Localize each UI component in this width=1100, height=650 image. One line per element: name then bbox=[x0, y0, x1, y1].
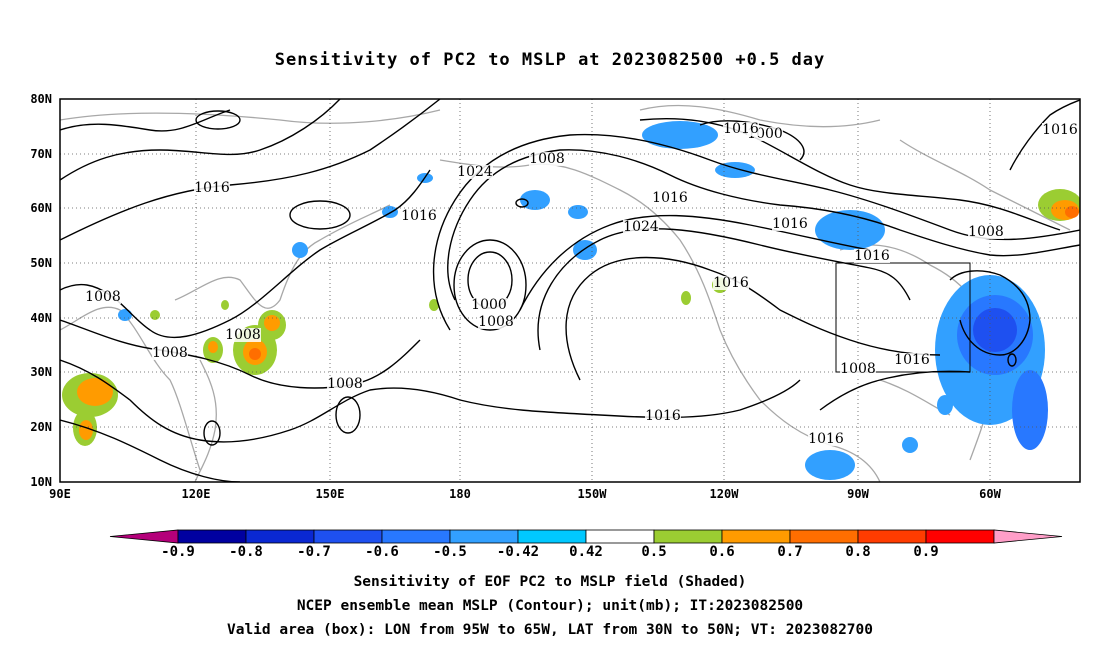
contour-label: 1008 bbox=[152, 345, 188, 361]
contour-label: 1008 bbox=[529, 151, 565, 167]
colorbar-swatch bbox=[177, 529, 247, 544]
contour-label: 1016 bbox=[652, 190, 688, 206]
colorbar-label: -0.42 bbox=[496, 544, 540, 560]
colorbar-label: -0.8 bbox=[229, 544, 263, 560]
lat-label-40n: 40N bbox=[30, 311, 52, 325]
lon-label-180: 180 bbox=[449, 487, 471, 501]
colorbar-label: -0.5 bbox=[433, 544, 467, 560]
colorbar-label: 0.7 bbox=[777, 544, 803, 560]
contour-label: 1016 bbox=[401, 208, 437, 224]
lat-label-30n: 30N bbox=[30, 365, 52, 379]
sensitivity-shading bbox=[62, 121, 1080, 480]
lon-label-90e: 90E bbox=[49, 487, 71, 501]
colorbar-swatch bbox=[313, 529, 383, 544]
contour-label: 1016 bbox=[772, 216, 808, 232]
lat-label-70n: 70N bbox=[30, 147, 52, 161]
lon-label-120w: 120W bbox=[709, 487, 739, 501]
lat-label-60n: 60N bbox=[30, 201, 52, 215]
colorbar-label: 0.5 bbox=[641, 544, 667, 560]
contour-label: 1016 bbox=[723, 121, 759, 137]
colorbar-swatch bbox=[857, 529, 927, 544]
lat-label-10n: 10N bbox=[30, 475, 52, 489]
lat-label-20n: 20N bbox=[30, 420, 52, 434]
colorbar-right-arrow bbox=[993, 529, 1063, 544]
colorbar-swatch bbox=[245, 529, 315, 544]
caption-line-1: Sensitivity of EOF PC2 to MSLP field (Sh… bbox=[353, 574, 747, 590]
contour-label: 1024 bbox=[457, 164, 493, 180]
colorbar bbox=[109, 529, 1063, 544]
lon-label-90w: 90W bbox=[847, 487, 869, 501]
colorbar-label: 0.9 bbox=[913, 544, 939, 560]
colorbar-label: -0.9 bbox=[161, 544, 195, 560]
colorbar-swatch bbox=[517, 529, 587, 544]
contour-label: 1016 bbox=[194, 180, 230, 196]
contour-label: 1008 bbox=[968, 224, 1004, 240]
contour-label: 1016 bbox=[713, 275, 749, 291]
valid-area-box bbox=[835, 262, 971, 373]
contour-label: 1008 bbox=[225, 327, 261, 343]
contour-label: 1016 bbox=[894, 352, 930, 368]
contour-label: 1008 bbox=[327, 376, 363, 392]
caption-line-2: NCEP ensemble mean MSLP (Contour); unit(… bbox=[296, 598, 804, 614]
colorbar-swatch bbox=[789, 529, 859, 544]
colorbar-swatch bbox=[721, 529, 791, 544]
contour-label: 1016 bbox=[1042, 122, 1078, 138]
contour-label: 1016 bbox=[808, 431, 844, 447]
colorbar-label: -0.7 bbox=[297, 544, 331, 560]
lon-label-150w: 150W bbox=[577, 487, 607, 501]
contour-label: 1008 bbox=[478, 314, 514, 330]
colorbar-left-arrow bbox=[109, 529, 179, 544]
colorbar-label: 0.6 bbox=[709, 544, 735, 560]
colorbar-label: -0.6 bbox=[365, 544, 399, 560]
colorbar-swatch bbox=[381, 529, 451, 544]
lat-label-50n: 50N bbox=[30, 256, 52, 270]
colorbar-label: 0.8 bbox=[845, 544, 871, 560]
map-title: Sensitivity of PC2 to MSLP at 2023082500… bbox=[274, 50, 826, 70]
colorbar-swatch bbox=[653, 529, 723, 544]
contour-label: 1000 bbox=[471, 297, 507, 313]
map-frame bbox=[59, 98, 1081, 483]
colorbar-label: 0.42 bbox=[569, 544, 603, 560]
contour-label: 1008 bbox=[840, 361, 876, 377]
lon-label-120e: 120E bbox=[181, 487, 211, 501]
contour-label: 1016 bbox=[854, 248, 890, 264]
colorbar-swatch bbox=[449, 529, 519, 544]
colorbar-swatch bbox=[585, 529, 655, 544]
colorbar-swatch bbox=[925, 529, 995, 544]
contour-label: 1016 bbox=[645, 408, 681, 424]
contour-label: 1024 bbox=[623, 219, 659, 235]
lon-label-60w: 60W bbox=[979, 487, 1001, 501]
lat-label-80n: 80N bbox=[30, 92, 52, 106]
contour-label: 1008 bbox=[85, 289, 121, 305]
lon-label-150e: 150E bbox=[315, 487, 345, 501]
caption-line-3: Valid area (box): LON from 95W to 65W, L… bbox=[226, 622, 873, 638]
